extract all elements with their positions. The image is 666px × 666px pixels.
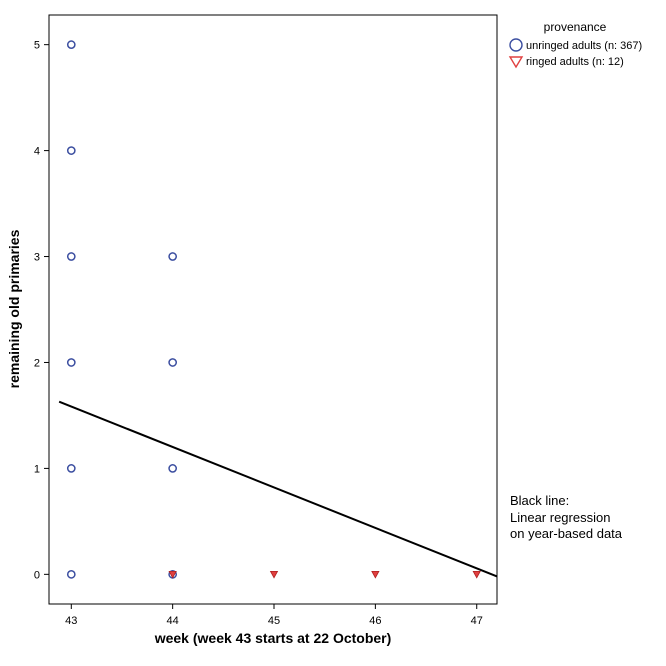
point-unringed-7 bbox=[168, 464, 178, 473]
point-ringed-2 bbox=[371, 570, 380, 579]
y-tick-label-1: 1 bbox=[34, 463, 40, 475]
point-unringed-1 bbox=[66, 464, 76, 473]
point-unringed-2 bbox=[66, 358, 76, 367]
regression-note: Black line: Linear regression on year-ba… bbox=[510, 493, 623, 541]
x-tick-label-47: 47 bbox=[471, 615, 483, 627]
x-axis-title: week (week 43 starts at 22 October) bbox=[154, 630, 392, 646]
point-unringed-0 bbox=[66, 569, 76, 579]
point-ringed-3 bbox=[472, 570, 481, 579]
y-tick-label-5: 5 bbox=[34, 40, 40, 52]
points-layer bbox=[66, 40, 481, 579]
x-tick-label-46: 46 bbox=[369, 615, 381, 627]
legend-label-unringed: unringed adults (n: 367) bbox=[526, 40, 642, 52]
line-layer bbox=[58, 400, 498, 578]
x-tick-label-43: 43 bbox=[65, 615, 77, 627]
x-tick-label-45: 45 bbox=[268, 615, 280, 627]
legend-label-ringed: ringed adults (n: 12) bbox=[526, 56, 624, 68]
legend-marker-unringed bbox=[509, 38, 523, 52]
y-tick-label-4: 4 bbox=[34, 146, 40, 158]
point-unringed-5 bbox=[66, 40, 76, 50]
x-tick-label-44: 44 bbox=[167, 615, 179, 627]
y-tick-label-2: 2 bbox=[34, 357, 40, 369]
y-tick-label-3: 3 bbox=[34, 252, 40, 264]
legend-title: provenance bbox=[544, 20, 607, 34]
point-unringed-3 bbox=[66, 252, 76, 261]
note-line-3: on year-based data bbox=[510, 526, 623, 541]
point-unringed-9 bbox=[168, 252, 178, 261]
point-unringed-4 bbox=[66, 146, 76, 155]
point-ringed-1 bbox=[269, 570, 279, 579]
y-tick-label-0: 0 bbox=[34, 569, 40, 581]
note-line-2: Linear regression bbox=[510, 510, 610, 525]
note-line-1: Black line: bbox=[510, 493, 569, 508]
regression-line bbox=[58, 400, 498, 578]
plot-frame bbox=[48, 14, 498, 605]
legend-marker-ringed bbox=[508, 56, 524, 69]
legend: provenance unringed adults (n: 367) ring… bbox=[508, 20, 642, 69]
point-unringed-8 bbox=[168, 358, 178, 367]
point-ringed-0 bbox=[168, 570, 177, 579]
y-axis-title: remaining old primaries bbox=[6, 229, 22, 388]
